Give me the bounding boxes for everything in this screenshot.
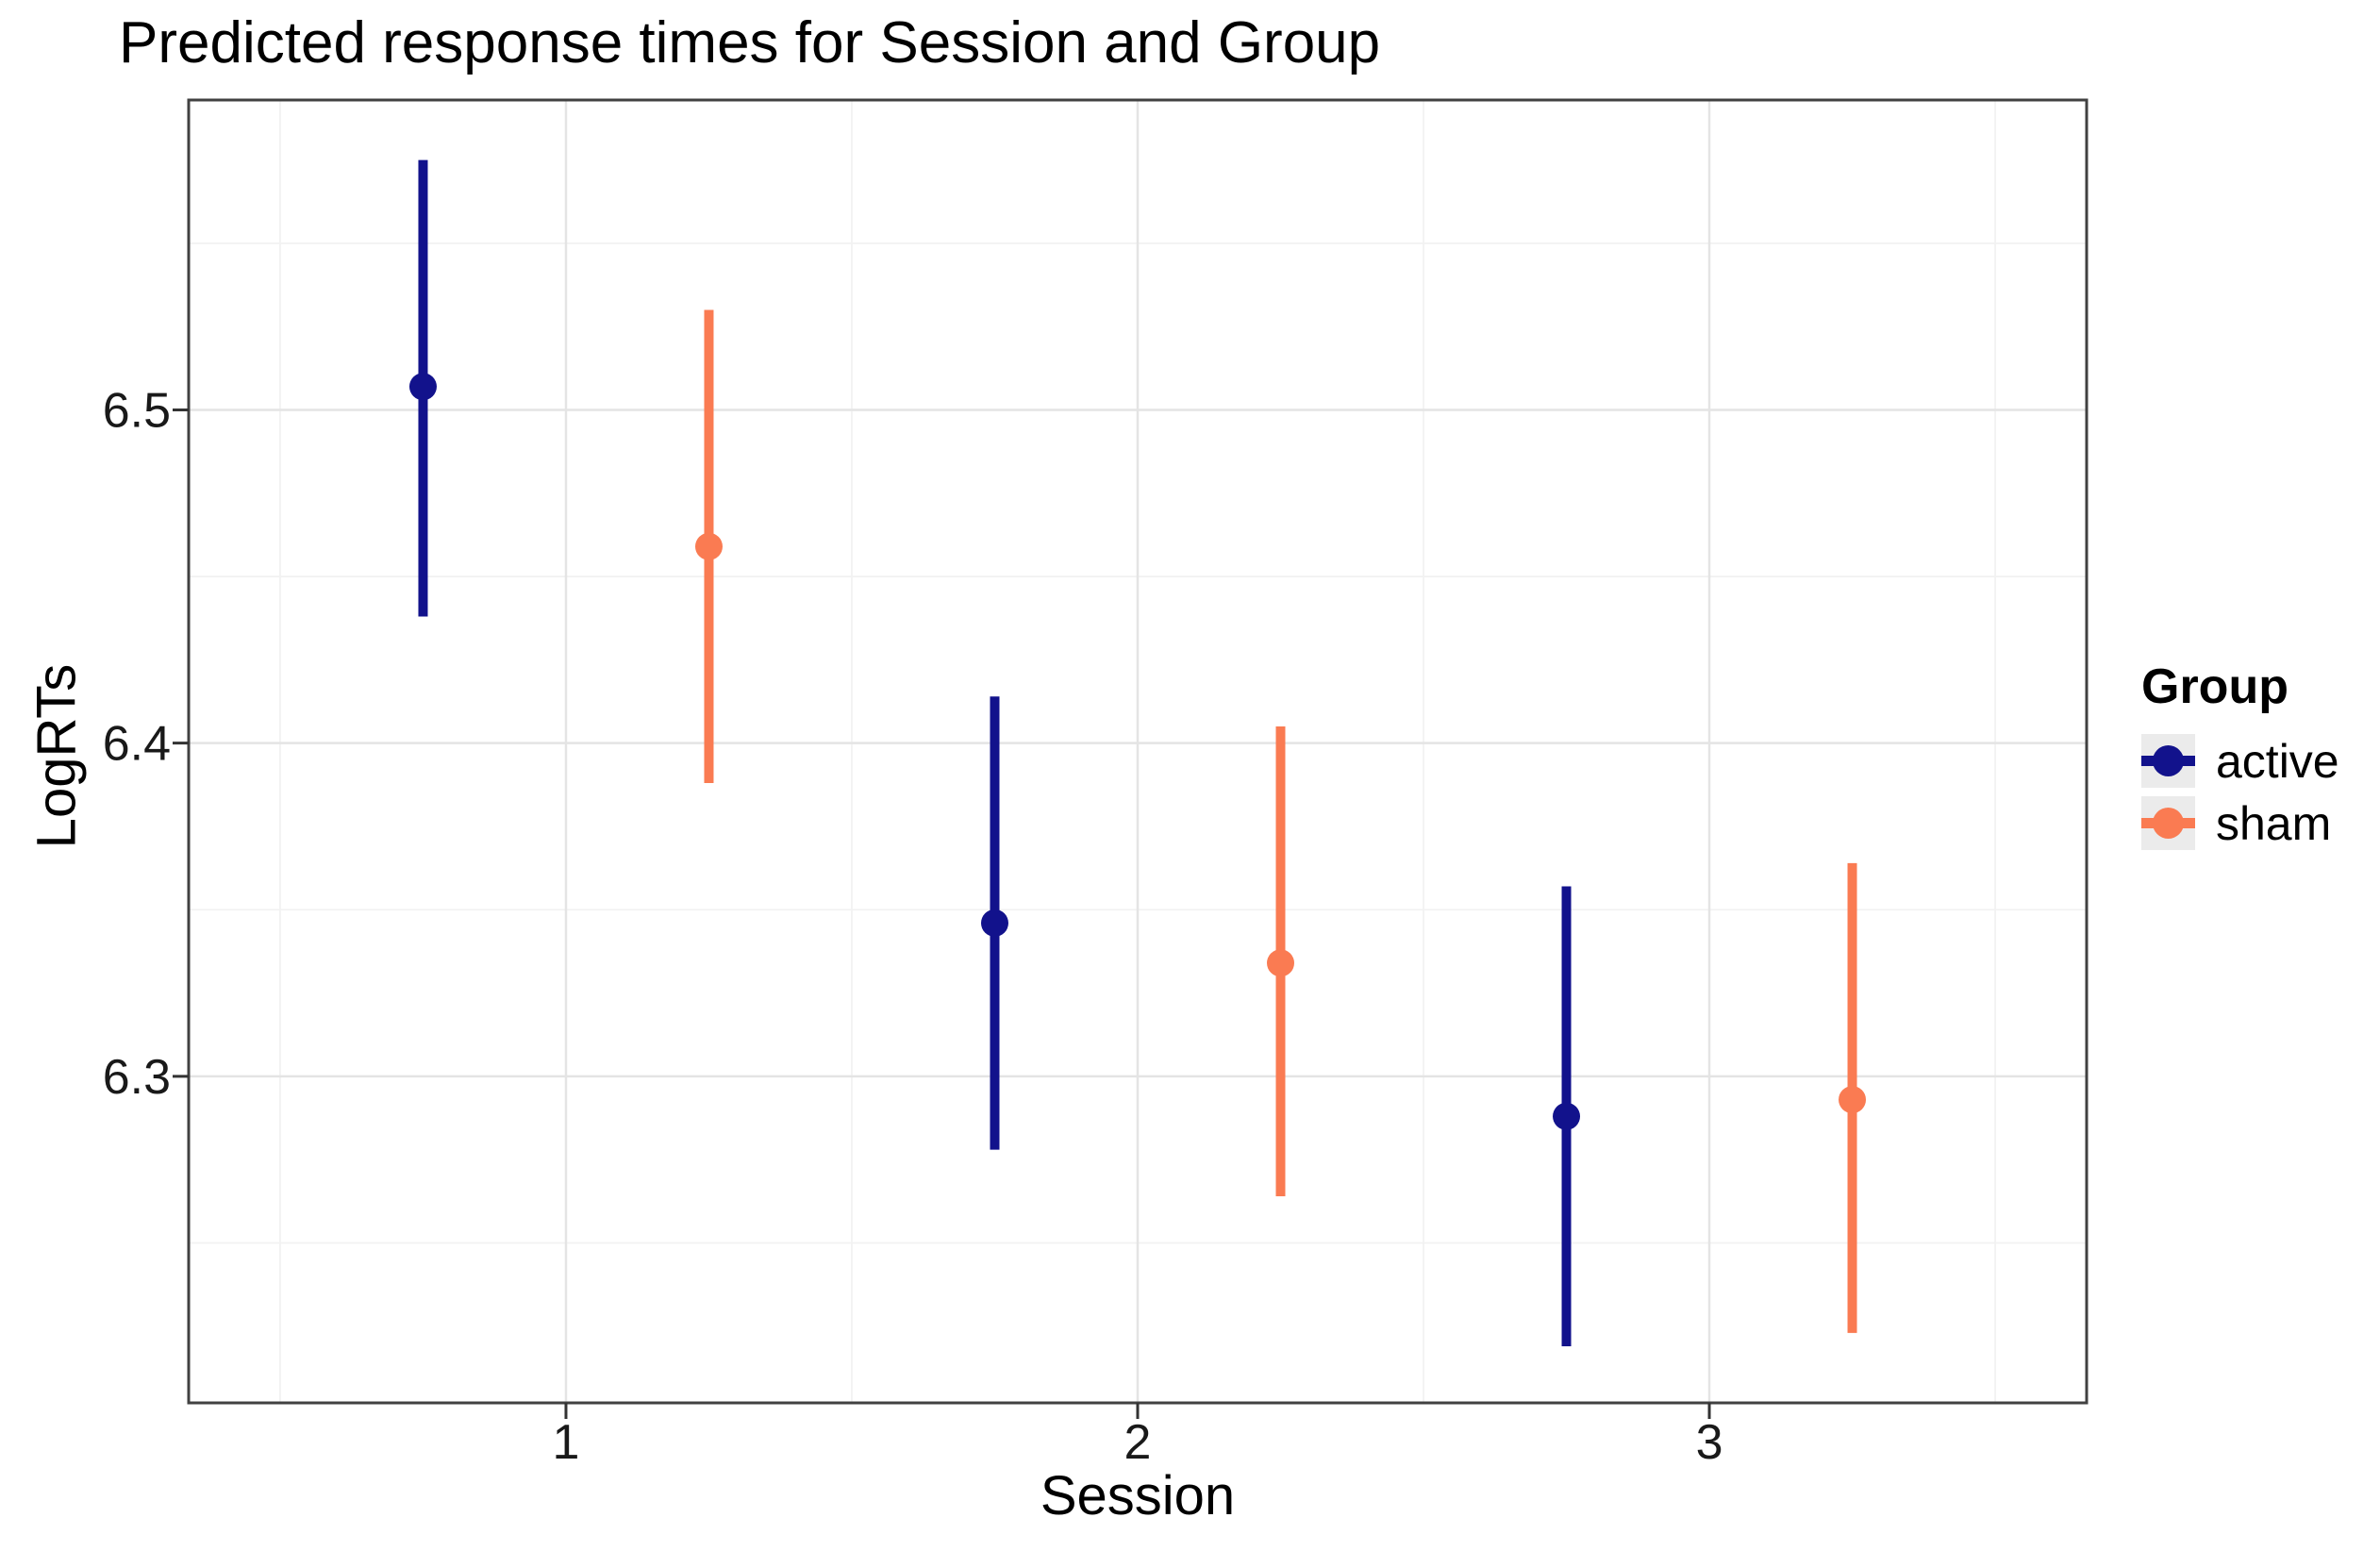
point-sham: [694, 532, 723, 560]
y-tick-label: 6.4: [103, 717, 171, 772]
x-tick-label: 3: [1696, 1415, 1723, 1470]
legend-item-active: active: [2141, 734, 2339, 788]
y-tick-label: 6.3: [103, 1050, 171, 1105]
legend-item-sham: sham: [2141, 796, 2339, 850]
legend: Group active sham: [2141, 659, 2339, 850]
point-sham: [1839, 1086, 1867, 1114]
legend-label-active: active: [2216, 734, 2339, 788]
x-tick-label: 2: [1124, 1415, 1152, 1470]
x-axis-title: Session: [1040, 1465, 1236, 1526]
chart-title: Predicted response times for Session and…: [119, 10, 1381, 75]
legend-title: Group: [2141, 659, 2288, 714]
point-active: [408, 373, 437, 401]
point-active: [1553, 1102, 1581, 1130]
legend-label-sham: sham: [2216, 796, 2332, 850]
x-tick-label: 1: [553, 1415, 580, 1470]
point-active: [980, 909, 1008, 937]
y-axis-title: LogRTs: [25, 663, 88, 849]
y-tick-label: 6.5: [103, 383, 171, 438]
active-key-icon: [2141, 734, 2195, 788]
sham-key-icon: [2141, 796, 2195, 850]
point-sham: [1267, 949, 1295, 977]
